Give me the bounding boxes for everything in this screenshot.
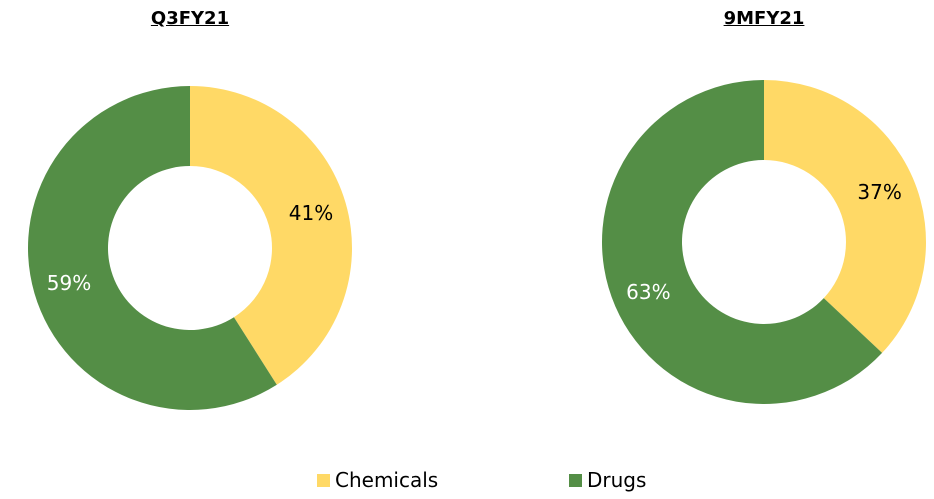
slice-q3fy21-drugs <box>28 86 277 410</box>
slice-9mfy21-chemicals <box>764 80 926 353</box>
slice-9mfy21-drugs <box>601 80 883 404</box>
legend-item-chemicals: Chemicals <box>317 468 438 492</box>
donut-charts: 41% 59% 37% 63% <box>28 80 926 410</box>
data-label-9mfy21-chemicals: 37% <box>857 180 901 204</box>
chart-title-9mfy21: 9MFY21 <box>723 8 805 29</box>
data-label-q3fy21-chemicals: 41% <box>289 201 333 225</box>
data-label-q3fy21-drugs: 59% <box>47 271 91 295</box>
data-label-9mfy21-drugs: 63% <box>626 280 670 304</box>
legend-label-chemicals: Chemicals <box>335 468 439 492</box>
slice-q3fy21-chemicals <box>190 86 352 385</box>
legend-label-drugs: Drugs <box>587 468 647 492</box>
legend: Chemicals Drugs <box>0 468 934 498</box>
legend-item-drugs: Drugs <box>569 468 646 492</box>
legend-swatch-drugs <box>569 473 582 487</box>
legend-swatch-chemicals <box>317 473 330 487</box>
chart-title-q3fy21: Q3FY21 <box>150 8 230 29</box>
